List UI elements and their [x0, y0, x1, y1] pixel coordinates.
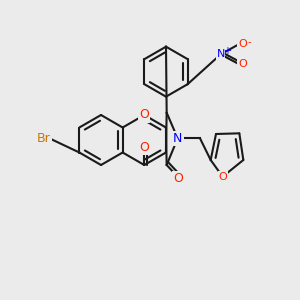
Text: N: N: [173, 132, 182, 145]
Text: +: +: [223, 46, 231, 56]
Text: N: N: [217, 49, 225, 59]
Text: O: O: [140, 140, 149, 154]
Text: O: O: [238, 59, 247, 69]
Text: -: -: [247, 37, 251, 46]
Text: O: O: [238, 39, 247, 49]
Text: O: O: [173, 172, 183, 185]
Text: Br: Br: [37, 133, 50, 146]
Text: O: O: [218, 172, 227, 182]
Text: O: O: [140, 109, 149, 122]
